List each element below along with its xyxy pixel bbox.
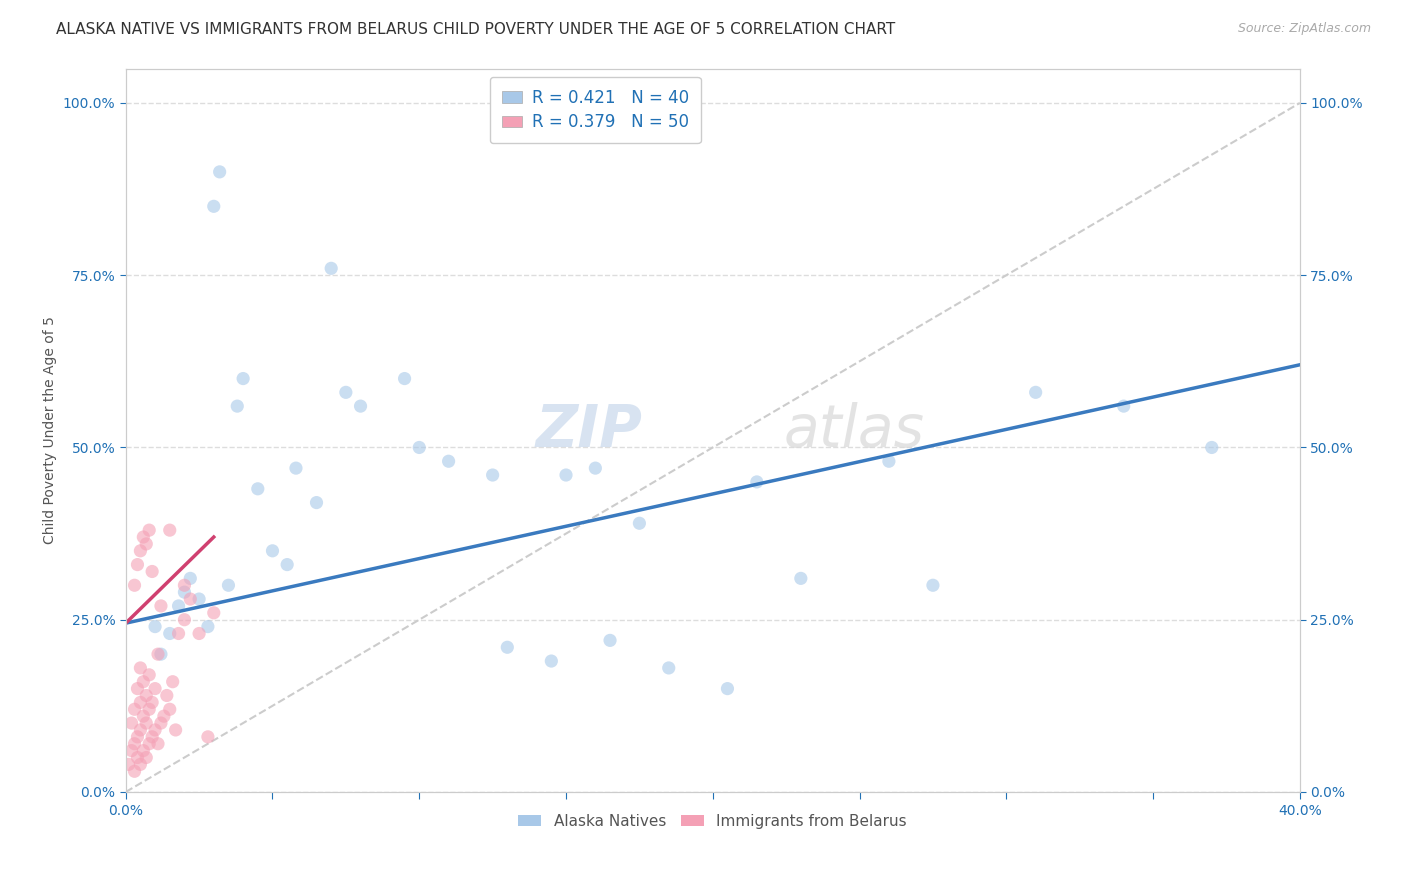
- Text: ZIP: ZIP: [536, 401, 643, 458]
- Point: [246, 482, 269, 496]
- Point: [285, 461, 308, 475]
- Point: [437, 454, 460, 468]
- Point: [121, 744, 143, 758]
- Text: atlas: atlas: [783, 401, 924, 458]
- Point: [135, 689, 157, 703]
- Point: [349, 399, 371, 413]
- Point: [129, 661, 152, 675]
- Point: [173, 578, 195, 592]
- Point: [179, 571, 201, 585]
- Point: [159, 626, 181, 640]
- Point: [127, 681, 149, 696]
- Point: [540, 654, 562, 668]
- Point: [408, 441, 430, 455]
- Point: [132, 530, 155, 544]
- Point: [129, 695, 152, 709]
- Point: [197, 619, 219, 633]
- Point: [138, 668, 160, 682]
- Text: ALASKA NATIVE VS IMMIGRANTS FROM BELARUS CHILD POVERTY UNDER THE AGE OF 5 CORREL: ALASKA NATIVE VS IMMIGRANTS FROM BELARUS…: [56, 22, 896, 37]
- Point: [146, 647, 169, 661]
- Point: [159, 702, 181, 716]
- Point: [321, 261, 343, 276]
- Point: [481, 468, 503, 483]
- Point: [124, 702, 146, 716]
- Point: [149, 599, 172, 613]
- Point: [135, 750, 157, 764]
- Point: [143, 681, 166, 696]
- Point: [167, 599, 190, 613]
- Point: [129, 723, 152, 737]
- Point: [146, 737, 169, 751]
- Y-axis label: Child Poverty Under the Age of 5: Child Poverty Under the Age of 5: [44, 317, 58, 544]
- Point: [217, 578, 239, 592]
- Point: [138, 523, 160, 537]
- Point: [555, 468, 578, 483]
- Point: [127, 558, 149, 572]
- Point: [138, 702, 160, 716]
- Point: [124, 737, 146, 751]
- Text: Source: ZipAtlas.com: Source: ZipAtlas.com: [1237, 22, 1371, 36]
- Point: [658, 661, 681, 675]
- Point: [173, 585, 195, 599]
- Point: [143, 619, 166, 633]
- Point: [276, 558, 298, 572]
- Point: [1112, 399, 1135, 413]
- Legend: Alaska Natives, Immigrants from Belarus: Alaska Natives, Immigrants from Belarus: [512, 808, 912, 835]
- Point: [208, 165, 231, 179]
- Point: [153, 709, 176, 723]
- Point: [305, 495, 328, 509]
- Point: [121, 716, 143, 731]
- Point: [188, 592, 211, 607]
- Point: [124, 578, 146, 592]
- Point: [135, 537, 157, 551]
- Point: [496, 640, 519, 655]
- Point: [599, 633, 621, 648]
- Point: [132, 709, 155, 723]
- Point: [202, 199, 225, 213]
- Point: [124, 764, 146, 779]
- Point: [877, 454, 900, 468]
- Point: [262, 544, 284, 558]
- Point: [141, 565, 163, 579]
- Point: [167, 626, 190, 640]
- Point: [129, 544, 152, 558]
- Point: [394, 371, 416, 385]
- Point: [141, 730, 163, 744]
- Point: [149, 716, 172, 731]
- Point: [118, 757, 141, 772]
- Point: [127, 730, 149, 744]
- Point: [179, 592, 201, 607]
- Point: [1025, 385, 1047, 400]
- Point: [232, 371, 254, 385]
- Point: [129, 757, 152, 772]
- Point: [132, 744, 155, 758]
- Point: [188, 626, 211, 640]
- Point: [1201, 441, 1223, 455]
- Point: [162, 674, 184, 689]
- Point: [159, 523, 181, 537]
- Point: [143, 723, 166, 737]
- Point: [197, 730, 219, 744]
- Point: [745, 475, 768, 489]
- Point: [628, 516, 651, 531]
- Point: [335, 385, 357, 400]
- Point: [127, 750, 149, 764]
- Point: [790, 571, 813, 585]
- Point: [173, 613, 195, 627]
- Point: [922, 578, 945, 592]
- Point: [138, 737, 160, 751]
- Point: [141, 695, 163, 709]
- Point: [716, 681, 738, 696]
- Point: [583, 461, 606, 475]
- Point: [165, 723, 187, 737]
- Point: [202, 606, 225, 620]
- Point: [149, 647, 172, 661]
- Point: [135, 716, 157, 731]
- Point: [226, 399, 249, 413]
- Point: [132, 674, 155, 689]
- Point: [156, 689, 179, 703]
